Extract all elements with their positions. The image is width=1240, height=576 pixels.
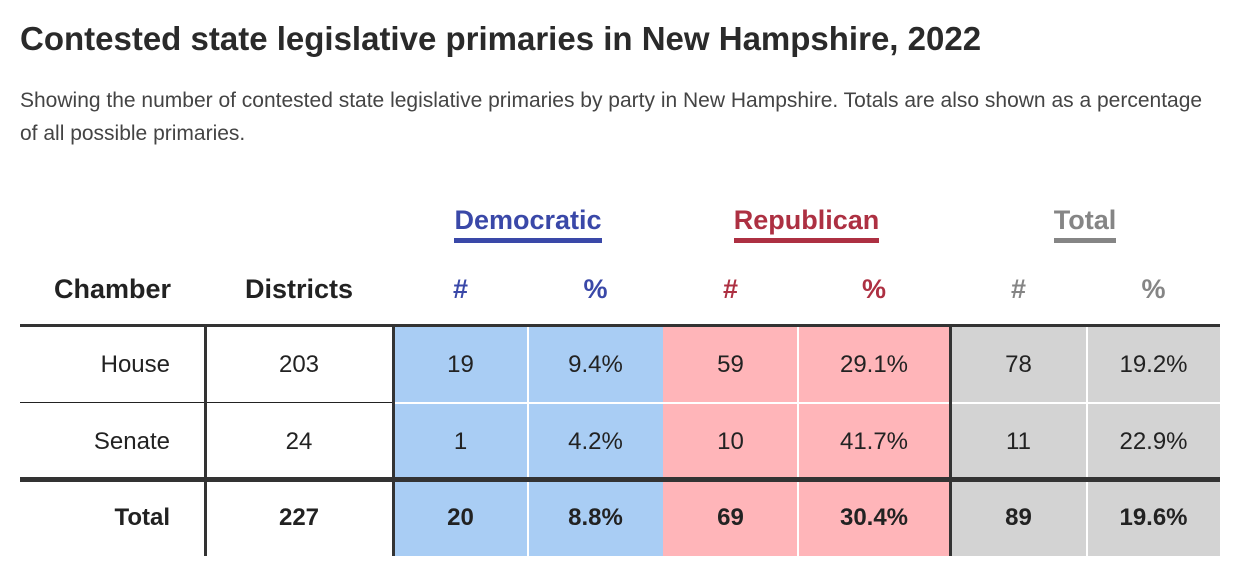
subtitle: Showing the number of contested state le…: [20, 89, 1203, 145]
table-cell: House: [100, 350, 170, 378]
column-header: #: [452, 274, 469, 304]
column-rule: [392, 326, 395, 556]
column-rule: [204, 326, 207, 556]
table-cell: 11: [1006, 427, 1031, 455]
table-cell: 19: [447, 350, 474, 378]
table-cell: Total: [114, 504, 170, 531]
table-cell: 20: [447, 504, 474, 531]
group-header: Republican: [663, 205, 950, 243]
table-cell: 9.4%: [568, 350, 623, 378]
column-header: %: [1141, 274, 1166, 304]
table-cell: 29.1%: [839, 350, 909, 378]
title: Contested state legislative primaries in…: [20, 20, 982, 57]
cell-divider: [527, 326, 529, 556]
table-cell: 1: [453, 427, 468, 455]
column-header: #: [1010, 274, 1027, 304]
group-label: Democratic: [454, 205, 602, 243]
group-label: Total: [1053, 205, 1117, 243]
table-cell: 19.6%: [1119, 504, 1188, 531]
group-bg: [663, 326, 950, 556]
column-header: Districts: [244, 274, 354, 304]
table-cell: 30.4%: [839, 504, 909, 531]
total-rule: [20, 477, 1220, 482]
column-header: Chamber: [53, 274, 172, 304]
table-cell: 19.2%: [1119, 350, 1188, 378]
table-cell: Senate: [93, 427, 170, 455]
group-label: Republican: [733, 205, 880, 243]
group-header: Total: [950, 205, 1220, 243]
row-divider: [393, 402, 1220, 404]
table-cell: 69: [717, 504, 744, 531]
column-rule: [949, 326, 952, 556]
table-cell: 8.8%: [568, 504, 623, 531]
table-cell: 203: [278, 350, 320, 378]
table-cell: 4.2%: [568, 427, 623, 455]
table-cell: 59: [717, 350, 744, 378]
table-cell: 89: [1005, 504, 1032, 531]
cell-divider: [797, 326, 799, 556]
top-rule: [20, 324, 1220, 327]
cell-divider: [1086, 326, 1088, 556]
column-header: #: [722, 274, 739, 304]
group-bg: [950, 326, 1220, 556]
table-cell: 227: [278, 504, 320, 531]
column-header: %: [583, 274, 608, 304]
table-cell: 24: [285, 427, 313, 455]
table-cell: 78: [1005, 350, 1032, 378]
table-cell: 41.7%: [839, 427, 909, 455]
table-cell: 10: [717, 427, 744, 455]
column-header: %: [861, 274, 886, 304]
table-cell: 22.9%: [1119, 427, 1188, 455]
group-header: Democratic: [393, 205, 663, 243]
